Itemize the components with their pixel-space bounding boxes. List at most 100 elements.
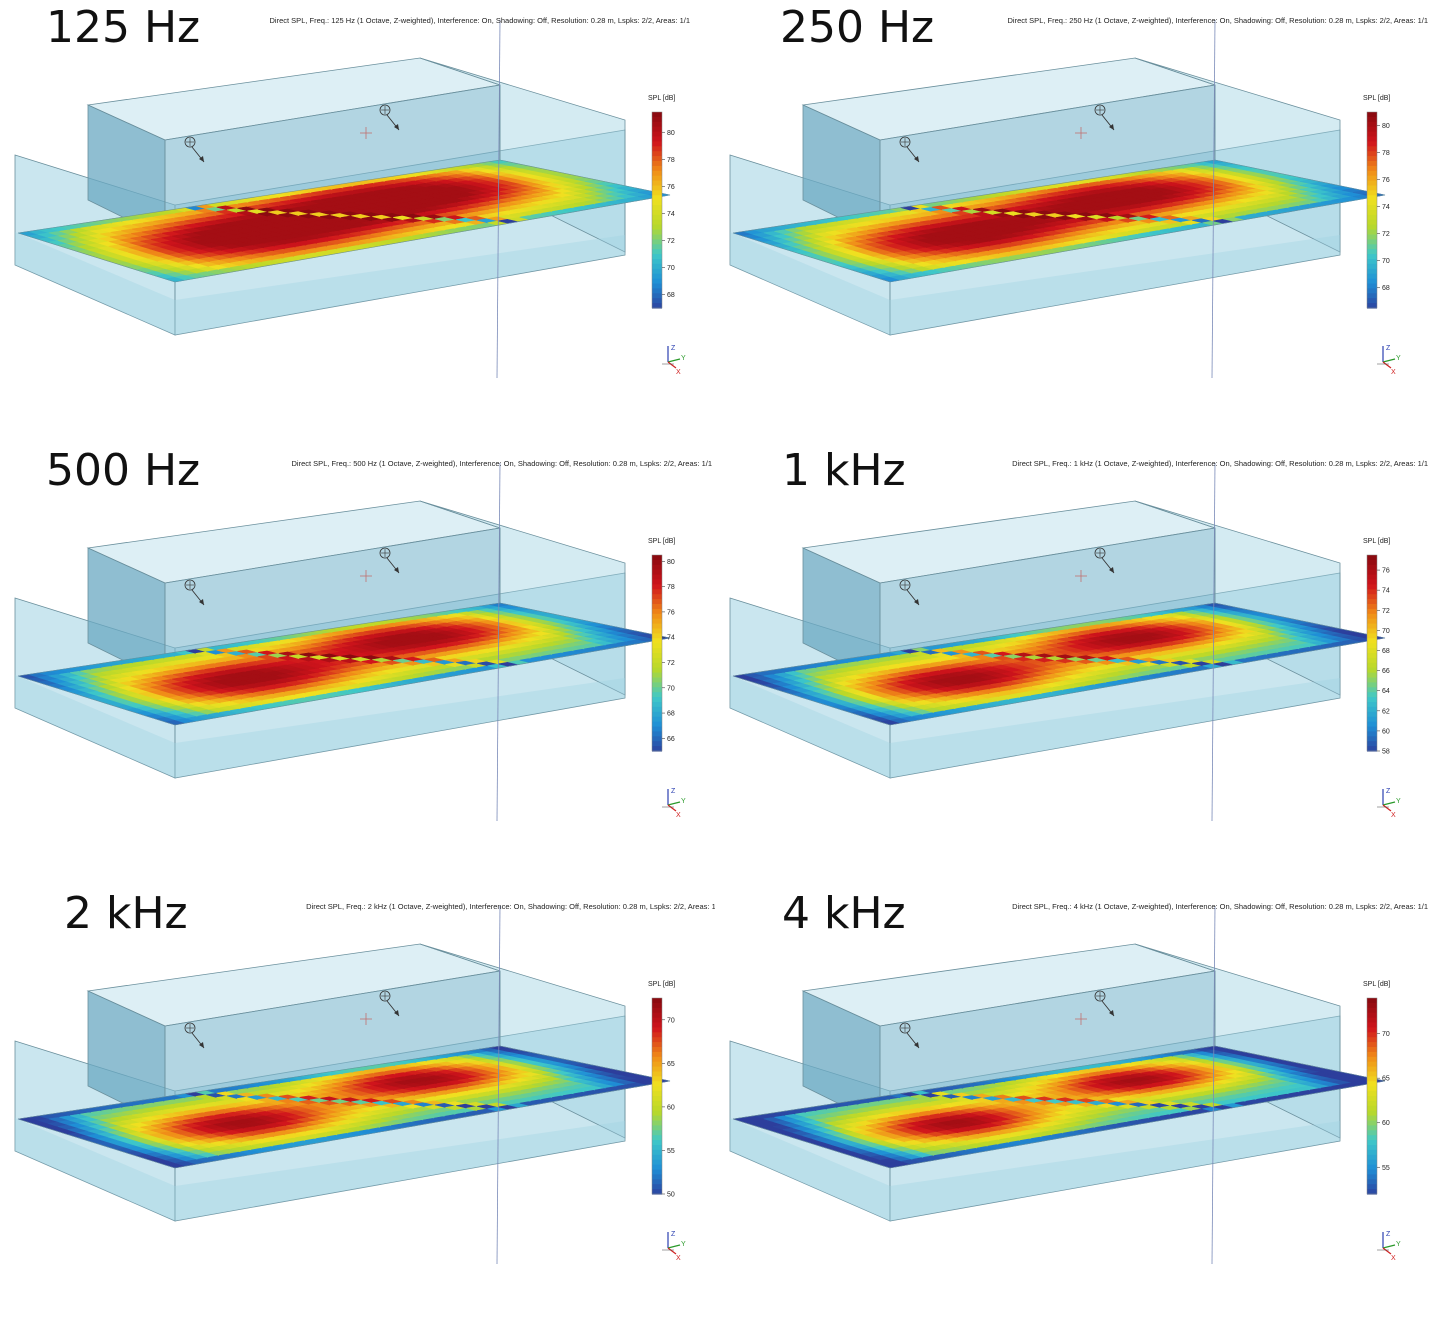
colorbar-tick-label: 68 bbox=[1382, 648, 1390, 655]
colorbar-title: SPL [dB] bbox=[648, 981, 675, 988]
colorbar-tick-label: 60 bbox=[1382, 1120, 1390, 1127]
colorbar-tick-label: 60 bbox=[1382, 728, 1390, 735]
colorbar-tick-label: 78 bbox=[667, 157, 675, 164]
spl-scene: 66 68 70 72 74 76 78 80 SPL [dB] ZYX bbox=[0, 443, 715, 886]
svg-text:Z: Z bbox=[671, 1231, 676, 1238]
svg-text:Y: Y bbox=[1396, 1241, 1401, 1248]
spl-scene: 55 60 65 70 SPL [dB] ZYX bbox=[715, 886, 1430, 1329]
spl-panel: 50 55 60 65 70 SPL [dB] ZYX 2 kHz Direct SPL, Fr… bbox=[0, 886, 715, 1329]
colorbar-tick-label: 65 bbox=[667, 1061, 675, 1068]
spl-scene: 50 55 60 65 70 SPL [dB] ZYX bbox=[0, 886, 715, 1329]
colorbar-tick-label: 76 bbox=[1382, 177, 1390, 184]
colorbar-tick-label: 76 bbox=[1382, 568, 1390, 575]
frequency-title: 125 Hz bbox=[46, 6, 200, 50]
frequency-title: 250 Hz bbox=[780, 6, 934, 50]
colorbar-tick-label: 74 bbox=[667, 211, 675, 218]
frequency-title: 4 kHz bbox=[782, 892, 906, 936]
colorbar-tick-label: 64 bbox=[1382, 688, 1390, 695]
colorbar-tick-label: 80 bbox=[1382, 123, 1390, 130]
svg-text:Y: Y bbox=[681, 355, 686, 362]
colorbar-tick-label: 70 bbox=[1382, 258, 1390, 265]
svg-text:X: X bbox=[1391, 1255, 1396, 1262]
svg-text:Z: Z bbox=[1386, 1231, 1391, 1238]
spl-panel: 68707274767880SPL [dB]ZYX125 HzDirect SP… bbox=[0, 0, 715, 443]
axis-triad-icon: ZYX bbox=[1377, 788, 1401, 819]
colorbar-tick-label: 70 bbox=[1382, 1031, 1390, 1038]
frequency-title: 1 kHz bbox=[782, 449, 906, 493]
colorbar: 58 60 62 64 66 68 70 72 74 76 SPL [dB] bbox=[1363, 538, 1390, 756]
colorbar-tick-label: 55 bbox=[667, 1148, 675, 1155]
axis-triad-icon: ZYX bbox=[1377, 345, 1401, 376]
colorbar-tick-label: 62 bbox=[1382, 708, 1390, 715]
colorbar: 55 60 65 70 SPL [dB] bbox=[1363, 981, 1390, 1195]
svg-text:X: X bbox=[1391, 812, 1396, 819]
colorbar-tick-label: 74 bbox=[1382, 204, 1390, 211]
colorbar-title: SPL [dB] bbox=[1363, 981, 1390, 988]
colorbar: 68707274767880SPL [dB] bbox=[648, 95, 675, 309]
svg-text:Y: Y bbox=[681, 798, 686, 805]
colorbar-tick-label: 72 bbox=[1382, 608, 1390, 615]
colorbar-tick-label: 72 bbox=[667, 660, 675, 667]
colorbar: 66 68 70 72 74 76 78 80 SPL [dB] bbox=[648, 538, 675, 752]
colorbar-tick-label: 70 bbox=[667, 265, 675, 272]
colorbar-tick-label: 74 bbox=[1382, 588, 1390, 595]
axis-triad-icon: ZYX bbox=[1377, 1231, 1401, 1262]
colorbar-tick-label: 68 bbox=[667, 292, 675, 299]
spl-scene: 58 60 62 64 66 68 70 72 74 76 SPL [dB] ZYX bbox=[715, 443, 1430, 886]
colorbar-tick-label: 66 bbox=[667, 736, 675, 743]
axis-triad-icon: ZYX bbox=[662, 788, 686, 819]
colorbar-tick-label: 76 bbox=[667, 184, 675, 191]
calculation-info: Direct SPL, Freq.: 500 Hz (1 Octave, Z-w… bbox=[292, 459, 712, 468]
colorbar-tick-label: 66 bbox=[1382, 668, 1390, 675]
svg-text:Z: Z bbox=[1386, 345, 1391, 352]
colorbar-tick-label: 72 bbox=[1382, 231, 1390, 238]
colorbar: 50 55 60 65 70 SPL [dB] bbox=[648, 981, 675, 1199]
frequency-title: 2 kHz bbox=[64, 892, 188, 936]
frequency-title: 500 Hz bbox=[46, 449, 200, 493]
svg-text:Y: Y bbox=[681, 1241, 686, 1248]
colorbar-tick-label: 80 bbox=[667, 559, 675, 566]
colorbar: 68 70 72 74 76 78 80 SPL [dB] bbox=[1363, 95, 1390, 309]
spl-panel: 58 60 62 64 66 68 70 72 74 76 SPL [dB] ZYX 1 kHz Dire… bbox=[715, 443, 1430, 886]
colorbar-tick-label: 60 bbox=[667, 1104, 675, 1111]
spl-scene: 68 70 72 74 76 78 80 SPL [dB] ZYX bbox=[715, 0, 1430, 443]
colorbar-tick-label: 74 bbox=[667, 635, 675, 642]
svg-text:X: X bbox=[676, 812, 681, 819]
svg-text:X: X bbox=[676, 1255, 681, 1262]
colorbar-tick-label: 70 bbox=[667, 685, 675, 692]
colorbar-title: SPL [dB] bbox=[1363, 95, 1390, 102]
svg-text:Y: Y bbox=[1396, 798, 1401, 805]
axis-triad-icon: ZYX bbox=[662, 1231, 686, 1262]
calculation-info: Direct SPL, Freq.: 4 kHz (1 Octave, Z-we… bbox=[1012, 902, 1428, 911]
colorbar-tick-label: 58 bbox=[1382, 749, 1390, 756]
colorbar-tick-label: 68 bbox=[1382, 285, 1390, 292]
svg-text:Z: Z bbox=[1386, 788, 1391, 795]
colorbar-tick-label: 50 bbox=[667, 1192, 675, 1199]
colorbar-title: SPL [dB] bbox=[1363, 538, 1390, 545]
calculation-info: Direct SPL, Freq.: 250 Hz (1 Octave, Z-w… bbox=[1008, 16, 1428, 25]
calculation-info: Direct SPL, Freq.: 2 kHz (1 Octave, Z-we… bbox=[306, 902, 715, 911]
colorbar-tick-label: 78 bbox=[667, 584, 675, 591]
calculation-info: Direct SPL, Freq.: 1 kHz (1 Octave, Z-we… bbox=[1012, 459, 1428, 468]
spl-panel: 68 70 72 74 76 78 80 SPL [dB] ZYX 250 Hz Direct SP… bbox=[715, 0, 1430, 443]
axis-triad-icon: ZYX bbox=[662, 345, 686, 376]
svg-text:Z: Z bbox=[671, 345, 676, 352]
colorbar-tick-label: 78 bbox=[1382, 150, 1390, 157]
spl-panel: 55 60 65 70 SPL [dB] ZYX 4 kHz Direct SPL, Freq… bbox=[715, 886, 1430, 1329]
colorbar-tick-label: 65 bbox=[1382, 1076, 1390, 1083]
colorbar-tick-label: 68 bbox=[667, 711, 675, 718]
svg-text:Y: Y bbox=[1396, 355, 1401, 362]
colorbar-title: SPL [dB] bbox=[648, 95, 675, 102]
colorbar-title: SPL [dB] bbox=[648, 538, 675, 545]
svg-text:X: X bbox=[1391, 369, 1396, 376]
colorbar-tick-label: 72 bbox=[667, 238, 675, 245]
colorbar-tick-label: 70 bbox=[1382, 628, 1390, 635]
spl-panel: 66 68 70 72 74 76 78 80 SPL [dB] ZYX 500 Hz Direct … bbox=[0, 443, 715, 886]
colorbar-tick-label: 70 bbox=[667, 1017, 675, 1024]
spl-scene: 68707274767880SPL [dB]ZYX bbox=[0, 0, 715, 443]
colorbar-tick-label: 55 bbox=[1382, 1165, 1390, 1172]
calculation-info: Direct SPL, Freq.: 125 Hz (1 Octave, Z-w… bbox=[270, 16, 690, 25]
svg-text:Z: Z bbox=[671, 788, 676, 795]
svg-text:X: X bbox=[676, 369, 681, 376]
colorbar-tick-label: 76 bbox=[667, 609, 675, 616]
